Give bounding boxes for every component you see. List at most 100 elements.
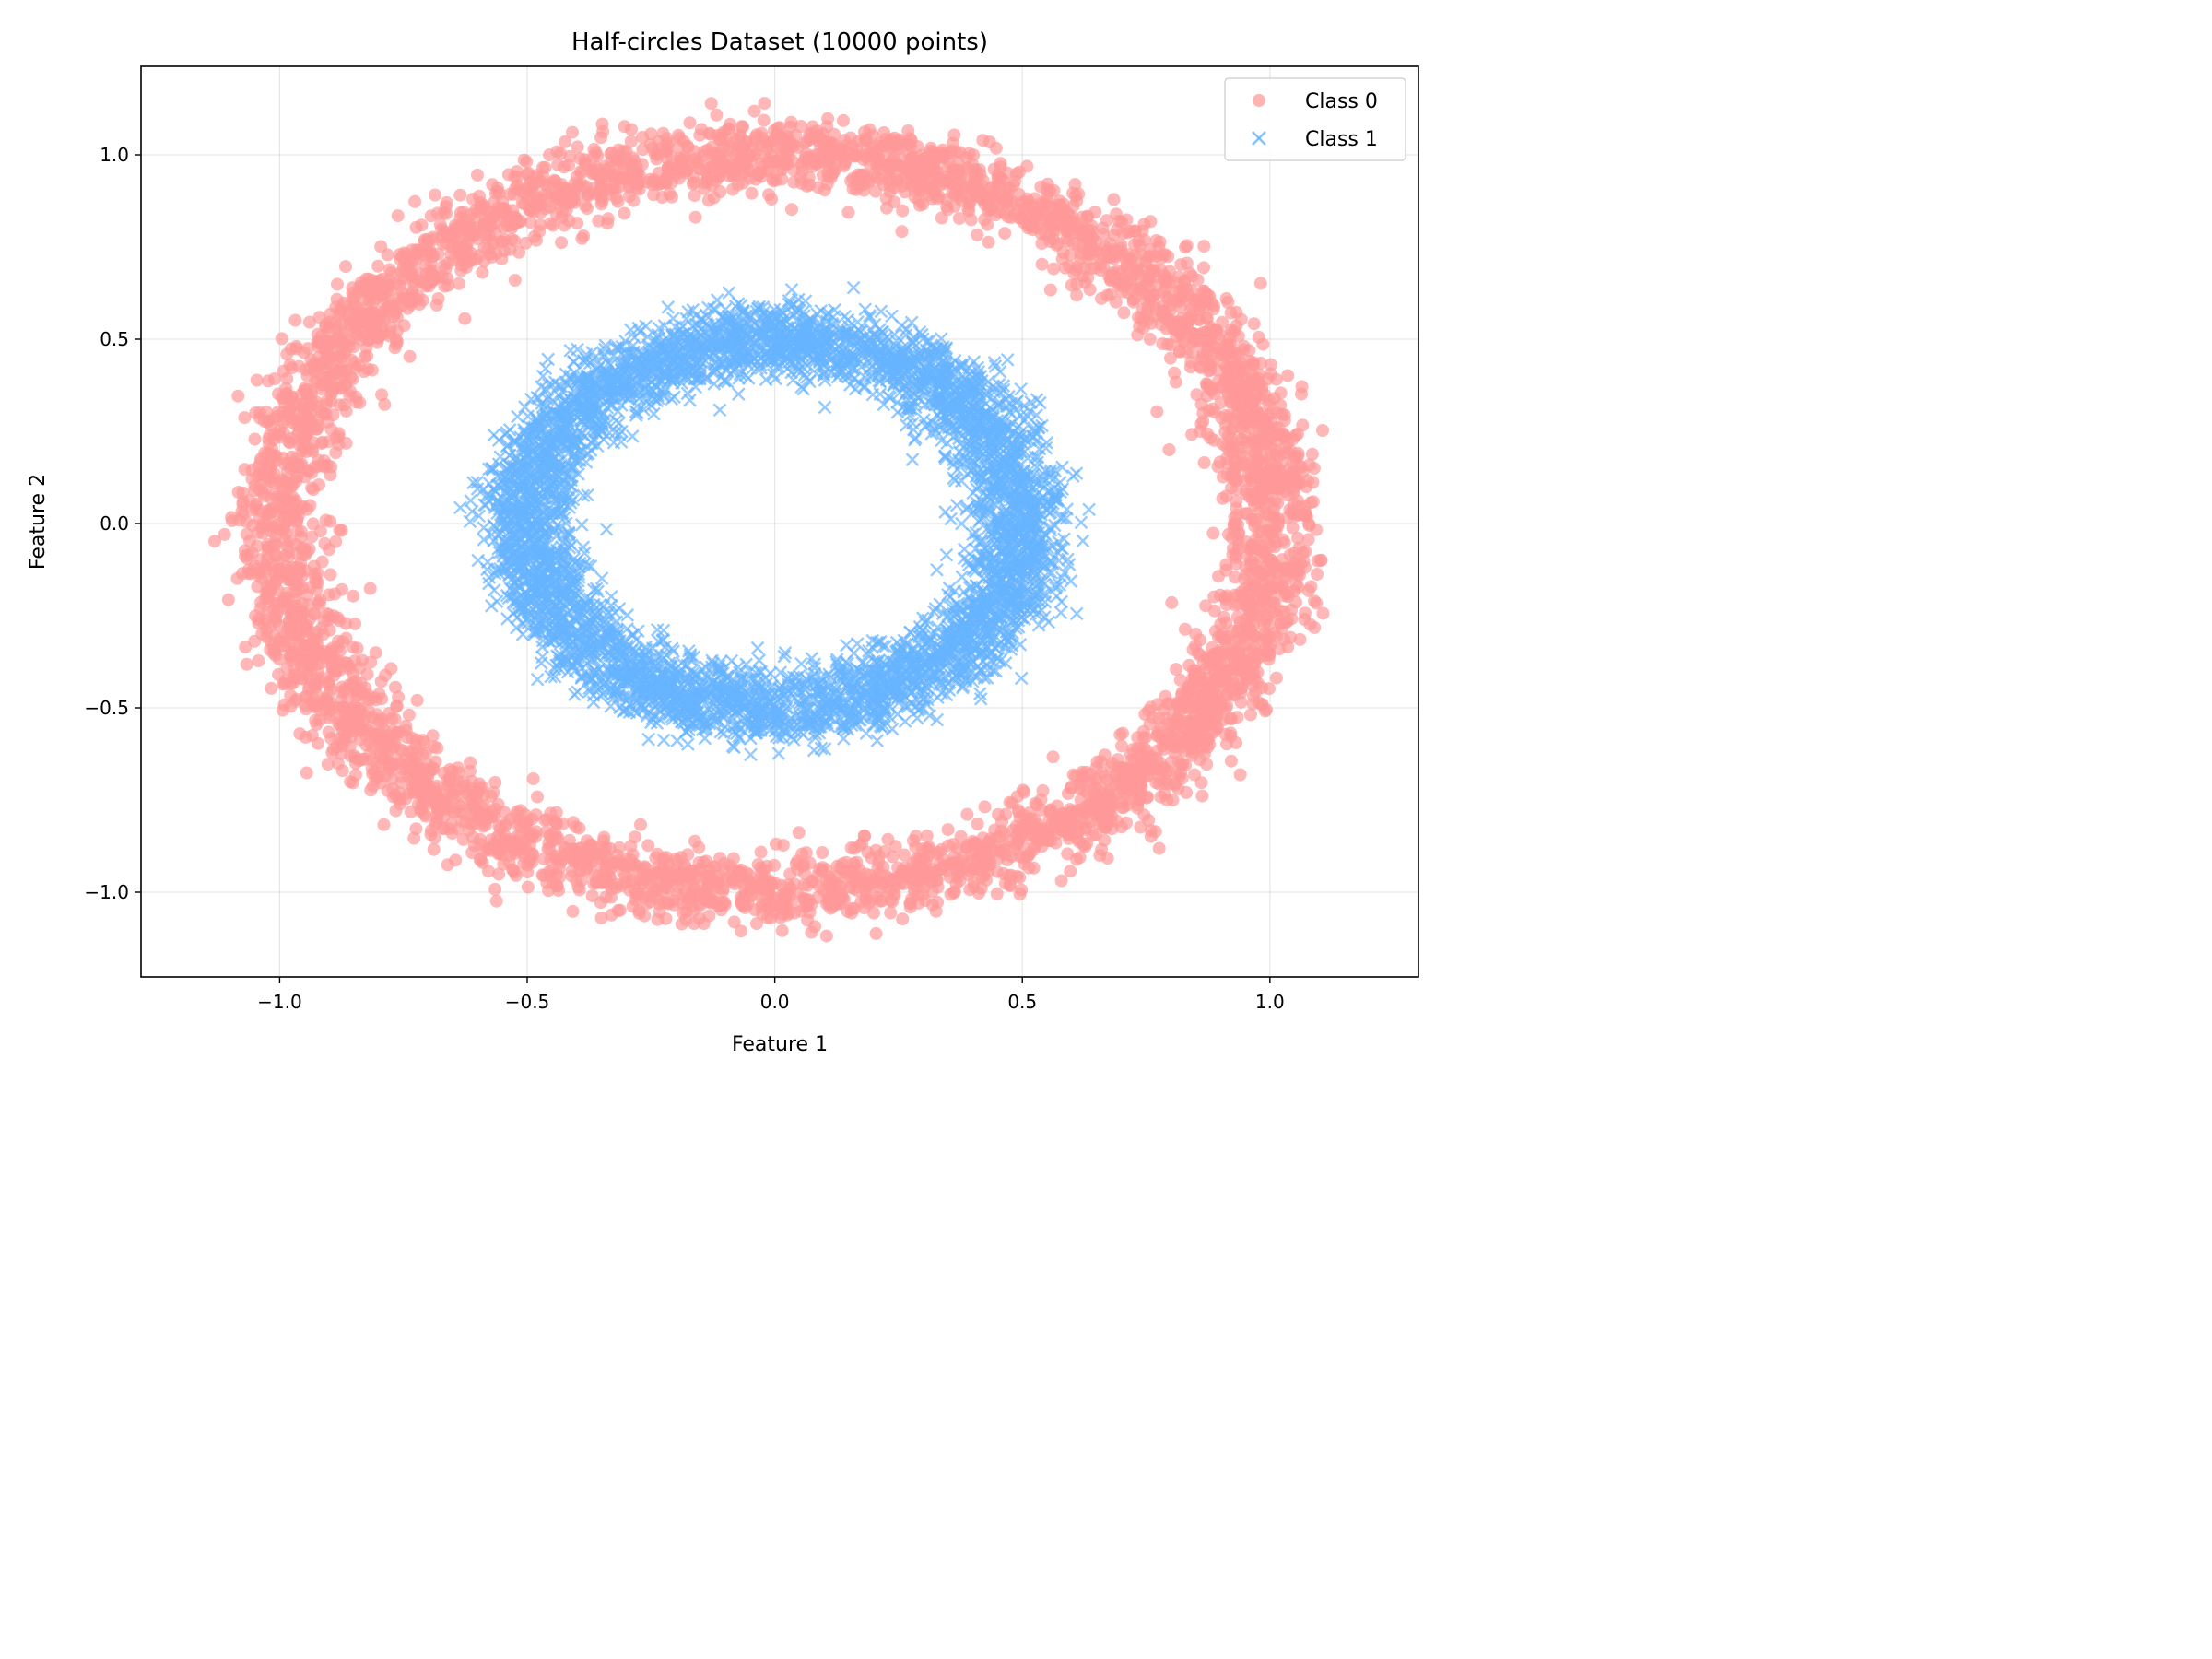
point <box>545 864 559 877</box>
point <box>1249 685 1263 699</box>
point <box>1078 276 1092 289</box>
point <box>480 217 494 230</box>
point <box>1219 688 1233 701</box>
point <box>305 729 319 742</box>
point <box>1194 418 1208 430</box>
point <box>1311 568 1324 581</box>
point <box>666 893 680 907</box>
point <box>644 895 657 909</box>
point <box>1264 447 1277 461</box>
point <box>344 730 358 744</box>
point <box>1251 435 1265 449</box>
point <box>289 339 303 353</box>
point <box>1291 494 1304 508</box>
point <box>1144 242 1157 256</box>
point <box>512 841 525 855</box>
point <box>339 617 353 630</box>
point <box>1225 466 1239 480</box>
point <box>952 191 966 205</box>
point <box>1224 754 1238 768</box>
point <box>1018 818 1031 832</box>
point <box>364 783 378 797</box>
point <box>1023 806 1037 819</box>
point <box>851 135 865 148</box>
point <box>962 204 976 218</box>
point <box>960 161 974 175</box>
point <box>1002 869 1016 883</box>
point <box>394 793 407 806</box>
series-0 <box>208 97 1330 943</box>
point <box>321 758 335 771</box>
point <box>1013 888 1027 901</box>
point <box>595 194 609 208</box>
point <box>964 181 978 194</box>
point <box>1043 184 1056 198</box>
point <box>366 740 380 754</box>
point <box>1207 590 1221 604</box>
point <box>1219 616 1233 629</box>
point <box>250 497 263 511</box>
point <box>735 120 749 134</box>
point <box>745 186 759 200</box>
point <box>625 123 638 136</box>
point <box>657 854 671 868</box>
point <box>500 219 514 232</box>
point <box>594 859 607 873</box>
point <box>286 507 300 520</box>
point <box>1264 358 1277 371</box>
point <box>311 625 324 639</box>
point <box>1093 849 1107 863</box>
point <box>562 159 576 172</box>
point <box>819 929 833 943</box>
point <box>1267 478 1281 492</box>
point <box>661 161 675 175</box>
point <box>397 319 411 333</box>
point <box>1144 830 1158 843</box>
point <box>566 125 579 139</box>
point <box>388 276 402 290</box>
point <box>474 853 488 867</box>
point <box>675 917 688 931</box>
point <box>1258 500 1272 514</box>
point <box>347 680 361 694</box>
point <box>1064 865 1077 878</box>
point <box>794 120 807 133</box>
point <box>757 113 771 127</box>
point <box>754 166 768 180</box>
point <box>803 905 817 919</box>
point <box>1201 740 1215 754</box>
point <box>1129 267 1142 281</box>
point <box>389 333 403 347</box>
point <box>280 465 294 479</box>
point <box>1188 328 1202 342</box>
point <box>1026 220 1040 234</box>
point <box>688 189 701 203</box>
point <box>1244 708 1257 722</box>
point <box>1258 704 1272 718</box>
point <box>791 863 805 877</box>
point <box>236 498 250 511</box>
point <box>888 131 901 145</box>
point <box>252 654 265 667</box>
point <box>549 817 563 830</box>
point <box>622 190 636 203</box>
point <box>624 135 638 148</box>
point <box>1207 604 1221 618</box>
point <box>441 272 454 286</box>
point <box>643 137 657 151</box>
point <box>467 839 481 853</box>
point <box>487 237 500 251</box>
point <box>519 236 533 250</box>
point <box>869 926 883 940</box>
point <box>521 880 535 894</box>
point <box>935 211 948 225</box>
point <box>508 274 522 287</box>
point <box>1065 278 1078 292</box>
point <box>1239 456 1252 470</box>
point <box>884 906 898 920</box>
point <box>700 143 714 157</box>
point <box>1081 223 1095 237</box>
point <box>688 883 702 897</box>
point <box>1129 763 1143 777</box>
point <box>375 388 389 402</box>
